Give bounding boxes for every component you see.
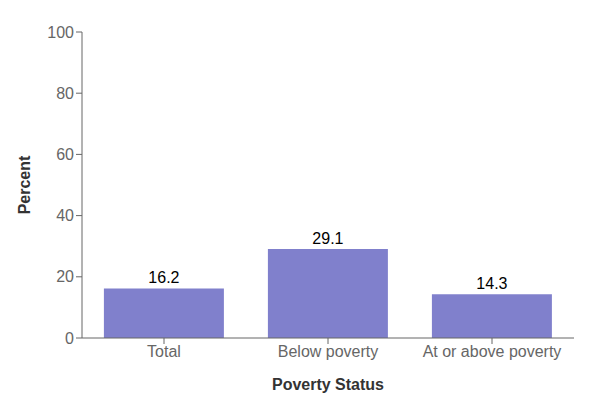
svg-text:At or above poverty: At or above poverty: [423, 343, 562, 360]
svg-text:Below poverty: Below poverty: [278, 343, 379, 360]
svg-text:Total: Total: [147, 343, 181, 360]
svg-text:0: 0: [65, 330, 74, 347]
svg-text:14.3: 14.3: [476, 275, 507, 292]
svg-text:Poverty Status: Poverty Status: [272, 376, 384, 393]
svg-text:80: 80: [56, 85, 74, 102]
svg-text:20: 20: [56, 268, 74, 285]
svg-text:60: 60: [56, 146, 74, 163]
svg-text:29.1: 29.1: [312, 230, 343, 247]
svg-text:16.2: 16.2: [148, 269, 179, 286]
svg-text:40: 40: [56, 207, 74, 224]
svg-text:100: 100: [47, 24, 74, 41]
svg-text:Percent: Percent: [16, 155, 33, 214]
